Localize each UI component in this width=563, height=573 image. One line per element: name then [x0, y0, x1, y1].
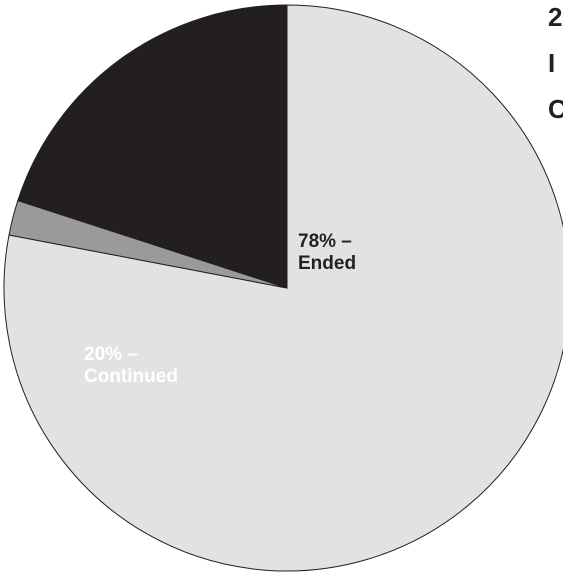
pie-slice-label-2: 20% – Continued [84, 344, 178, 387]
right-text-fragment-0: 2 [548, 2, 562, 32]
pie-slice-2 [17, 4, 288, 289]
right-text-fragments: 2 IC [548, 2, 563, 124]
right-text-fragment-1: I [548, 48, 555, 78]
pie-slice-0 [3, 4, 563, 572]
right-text-fragment-2: C [548, 94, 563, 124]
pie-slices [3, 4, 563, 572]
pie-labels: 78% – Ended 20% – Continued [84, 231, 356, 387]
pie-slice-label-0: 78% – Ended [298, 231, 356, 274]
